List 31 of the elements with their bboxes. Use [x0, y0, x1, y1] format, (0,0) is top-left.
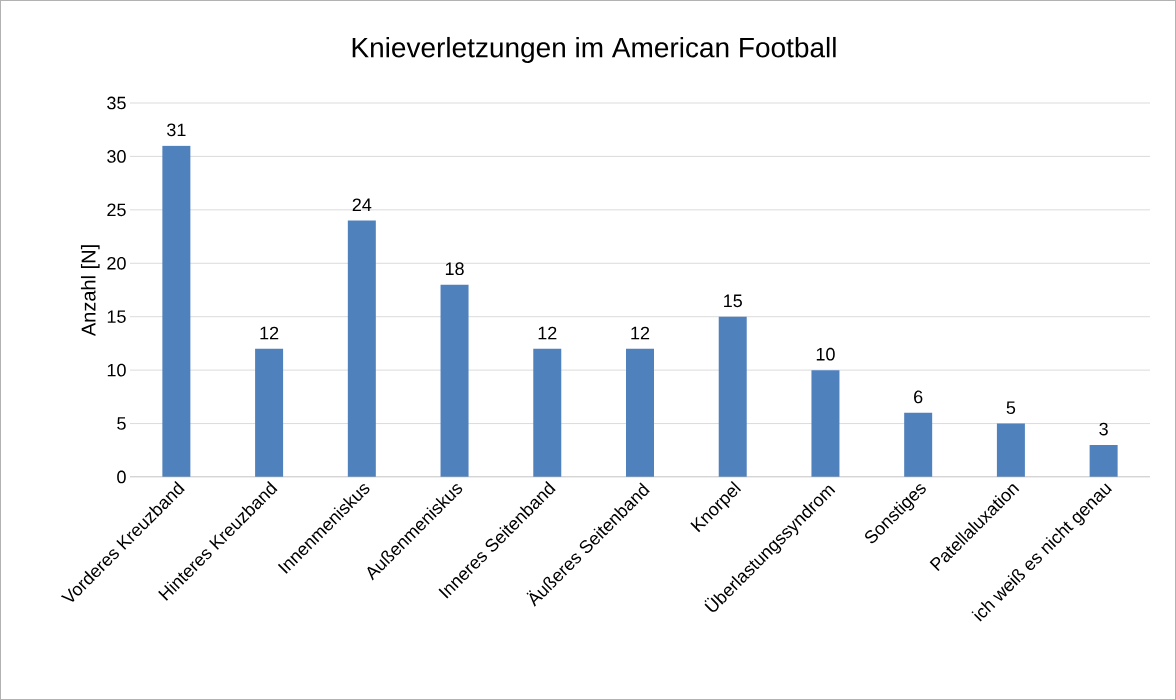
- bar: [440, 284, 469, 477]
- bar: [162, 145, 191, 477]
- bar: [718, 316, 747, 477]
- data-label: 12: [260, 326, 279, 340]
- data-label: 31: [167, 123, 186, 137]
- bar: [996, 423, 1025, 477]
- data-label: 12: [631, 326, 650, 340]
- data-label: 15: [724, 294, 742, 308]
- y-tick-label: 5: [117, 417, 126, 430]
- data-label: 5: [1006, 401, 1016, 415]
- data-label: 3: [1099, 422, 1108, 436]
- bar: [533, 348, 562, 477]
- data-label: 12: [538, 326, 557, 340]
- chart-title: Knieverletzungen im American Football: [352, 36, 836, 64]
- bar: [626, 348, 654, 477]
- bar: [904, 412, 933, 477]
- y-tick-label: 25: [107, 203, 126, 217]
- y-tick-label: 30: [107, 150, 126, 163]
- bar: [255, 348, 284, 477]
- bar: [811, 370, 840, 477]
- y-tick-label: 10: [107, 363, 126, 377]
- bar: [1089, 444, 1118, 477]
- data-label: 24: [352, 198, 372, 211]
- data-label: 6: [914, 390, 923, 404]
- y-tick-label: 35: [107, 96, 126, 110]
- y-tick-label: 15: [107, 310, 126, 323]
- bar: [347, 220, 376, 477]
- data-label: 10: [816, 347, 835, 361]
- data-label: 18: [445, 262, 464, 276]
- y-axis-title: Anzahl [N]: [80, 245, 100, 337]
- y-tick-label: 20: [107, 256, 126, 270]
